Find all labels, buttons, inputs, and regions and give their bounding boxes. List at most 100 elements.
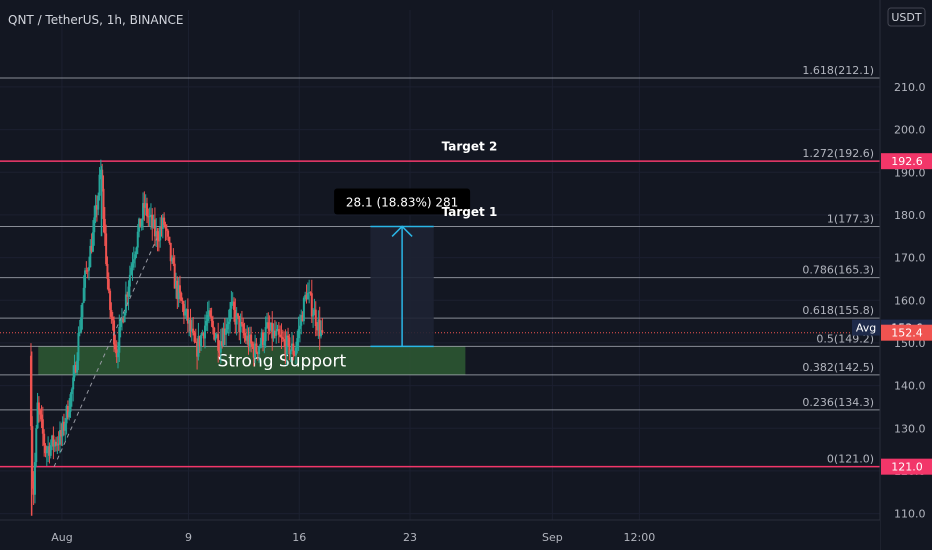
candle-body <box>320 330 323 337</box>
candle-body <box>287 335 290 338</box>
candle-body <box>120 318 123 320</box>
candle-body <box>91 232 94 252</box>
candle-body <box>258 347 261 355</box>
candle-body <box>198 335 201 347</box>
candle-body <box>200 335 203 347</box>
candle-body <box>145 203 148 217</box>
candle-body <box>211 321 214 328</box>
candle-body <box>246 335 249 341</box>
candle-body <box>239 322 242 333</box>
candle-body <box>40 414 43 420</box>
candle-body <box>70 389 73 395</box>
candle-body <box>222 328 225 346</box>
candle-body <box>39 410 42 415</box>
candle-body <box>302 297 305 322</box>
candle-body <box>267 322 270 329</box>
fib-level-label: 1.618(212.1) <box>802 64 874 77</box>
candle-body <box>163 217 166 225</box>
candle-body <box>156 231 159 241</box>
target-annotation: Target 1 <box>442 205 498 219</box>
candle-body <box>148 216 151 218</box>
candle-body <box>149 214 152 217</box>
candle-body <box>123 312 126 323</box>
trendline[interactable] <box>53 238 158 467</box>
candle-body <box>155 231 158 237</box>
candle-body <box>153 219 156 237</box>
target-price-badge-bg <box>881 458 932 475</box>
candle-body <box>298 325 301 329</box>
candle-body <box>98 174 101 196</box>
candle-body <box>116 352 119 358</box>
y-tick-label: 140.0 <box>894 380 926 393</box>
fib-level-label: 0.382(142.5) <box>802 361 874 374</box>
candle-body <box>272 330 275 339</box>
fib-level-label: 0(121.0) <box>827 453 874 466</box>
candle-body <box>173 263 176 289</box>
candle-body <box>292 343 295 355</box>
candle-body <box>177 285 180 300</box>
candle-body <box>110 309 113 317</box>
candle-body <box>250 334 253 344</box>
candle-body <box>288 337 291 355</box>
candle-body <box>47 446 50 451</box>
currency-button[interactable]: USDT <box>887 7 926 27</box>
candle-body <box>193 332 196 342</box>
candle-body <box>119 318 122 327</box>
candle-body <box>111 316 114 321</box>
candle-body <box>37 402 40 411</box>
candle-body <box>134 254 137 260</box>
candle-body <box>252 346 255 358</box>
price-axis[interactable] <box>880 0 932 550</box>
x-tick-label: 12:00 <box>624 531 656 544</box>
y-tick-label: 210.0 <box>894 81 926 94</box>
candle-body <box>317 319 320 331</box>
candle-body <box>248 334 251 348</box>
candle-body <box>192 328 195 333</box>
candle-body <box>43 433 46 446</box>
x-tick-label: Sep <box>542 531 563 544</box>
candle-body <box>126 294 129 297</box>
target-annotation: Target 2 <box>442 140 498 154</box>
candle-body <box>84 270 87 288</box>
y-tick-label: 160.0 <box>894 294 926 307</box>
time-axis[interactable] <box>0 520 880 550</box>
candle-body <box>135 247 138 255</box>
candle-body <box>316 326 319 331</box>
candle-body <box>35 428 38 463</box>
candle-body <box>182 304 185 316</box>
candle-body <box>167 230 170 237</box>
fib-level-label: 0.236(134.3) <box>802 396 874 409</box>
candle-body <box>309 292 312 294</box>
candle-body <box>94 205 97 218</box>
candle-body <box>310 293 313 317</box>
candle-body <box>289 350 292 355</box>
y-tick-label: 200.0 <box>894 124 926 137</box>
measure-label-box <box>334 188 471 215</box>
candle-body <box>314 309 317 327</box>
candle-body <box>202 332 205 339</box>
support-zone[interactable] <box>38 346 466 375</box>
candle-body <box>52 435 55 447</box>
candle-body <box>90 245 93 252</box>
candle-body <box>32 481 35 495</box>
candle-body <box>305 294 308 300</box>
candle-body <box>95 205 98 210</box>
candle-body <box>143 203 146 208</box>
candle-body <box>175 280 177 289</box>
candle-body <box>176 280 179 300</box>
candle-body <box>181 300 184 305</box>
candle-body <box>138 218 141 232</box>
candle-body <box>171 257 174 262</box>
candle-body <box>313 309 316 316</box>
candle-body <box>118 326 121 353</box>
candle-body <box>65 405 68 424</box>
candle-body <box>151 214 154 228</box>
candle-body <box>300 315 303 326</box>
candle-body <box>196 341 199 357</box>
candle-body <box>53 441 56 447</box>
candle-body <box>68 411 71 418</box>
candle-body <box>318 319 321 337</box>
candle-body <box>72 377 75 390</box>
candle-body <box>161 217 164 229</box>
